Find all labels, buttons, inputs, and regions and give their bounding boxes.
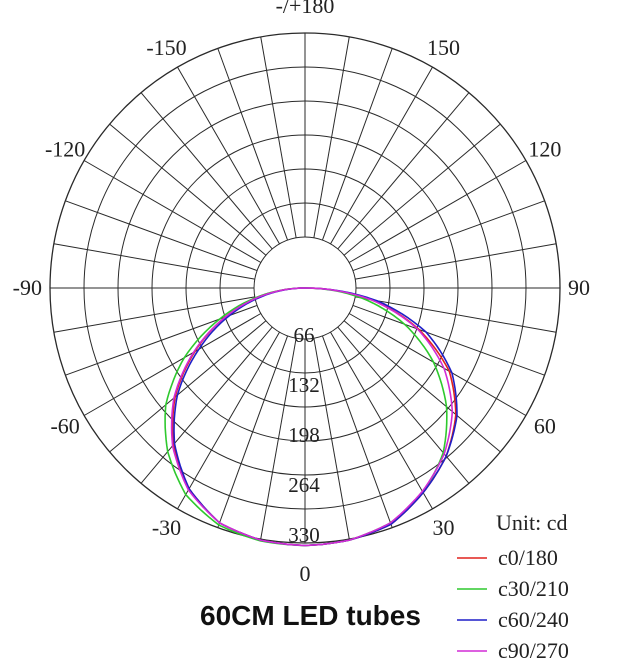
legend-label: c90/270: [498, 638, 569, 663]
grid-spoke: [355, 243, 557, 280]
grid-spoke: [355, 296, 557, 333]
series-line-c90-270: [170, 287, 454, 547]
grid-spoke: [343, 320, 501, 453]
grid-spoke: [53, 296, 255, 333]
legend-label: c0/180: [498, 545, 558, 570]
angle-tick-labels: -/+180 -150 150 -120 120 -90 90 -60 60 -30 30 0: [13, 0, 590, 586]
angle-tick-label: -150: [146, 35, 186, 60]
grid-spoke: [352, 200, 545, 272]
legend: Unit: cd c0/180 c30/210 c60/240 c90/270: [457, 510, 569, 663]
grid-spoke: [65, 200, 258, 272]
grid-spoke: [260, 36, 297, 238]
grid-spoke: [337, 326, 470, 484]
angle-tick-label: 30: [433, 515, 455, 540]
radial-tick-label: 66: [294, 323, 315, 347]
legend-title: Unit: cd: [496, 510, 568, 535]
grid-spoke: [140, 326, 273, 484]
grid-spoke: [177, 66, 280, 245]
radial-tick-label: 132: [288, 373, 320, 397]
legend-label: c60/240: [498, 607, 569, 632]
radial-tick-labels: 66 132 198 264 330: [288, 323, 320, 547]
angle-tick-label: -60: [50, 414, 79, 439]
grid-spoke: [217, 335, 289, 528]
grid-spoke: [337, 92, 470, 250]
grid-spoke: [109, 123, 267, 256]
legend-label: c30/210: [498, 576, 569, 601]
angle-tick-label: 60: [534, 414, 556, 439]
grid-spoke: [217, 48, 289, 241]
grid-spoke: [330, 331, 433, 510]
grid-spoke: [321, 48, 393, 241]
grid-spoke: [321, 335, 393, 528]
grid-spoke: [109, 320, 267, 453]
angle-tick-label: -90: [13, 275, 42, 300]
grid-spoke: [348, 160, 527, 263]
grid-spoke: [53, 243, 255, 280]
grid-spoke: [330, 66, 433, 245]
grid-spoke: [83, 160, 262, 263]
radial-tick-label: 330: [288, 523, 320, 547]
radial-tick-label: 264: [288, 473, 320, 497]
grid-spoke: [177, 331, 280, 510]
grid-spoke: [83, 313, 262, 416]
radial-tick-label: 198: [288, 423, 320, 447]
angle-tick-label: 0: [300, 561, 311, 586]
angle-tick-label: 120: [528, 137, 561, 162]
grid-spoke: [352, 304, 545, 376]
angle-tick-label: -30: [152, 515, 181, 540]
grid-spoke: [140, 92, 273, 250]
series-layer: [164, 287, 458, 547]
chart-caption: 60CM LED tubes: [200, 600, 421, 631]
grid-spoke: [343, 123, 501, 256]
angle-tick-label: 150: [427, 35, 460, 60]
grid-spoke: [313, 36, 350, 238]
angle-tick-label: -/+180: [276, 0, 335, 18]
grid-spoke: [348, 313, 527, 416]
grid-spoke: [313, 338, 350, 540]
angle-tick-label: -120: [45, 137, 85, 162]
angle-tick-label: 90: [568, 275, 590, 300]
polar-grid: [49, 32, 561, 544]
grid-spoke: [260, 338, 297, 540]
